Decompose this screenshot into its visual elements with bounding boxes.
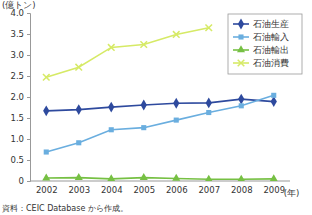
series-marker	[109, 127, 114, 132]
x-tick: 2006	[166, 181, 188, 195]
x-tick-label: 2008	[231, 185, 253, 195]
legend-marker	[238, 34, 243, 39]
x-tick: 2003	[68, 181, 90, 195]
x-tick: 2008	[231, 181, 253, 195]
series-marker	[239, 103, 244, 108]
legend-marker	[238, 60, 245, 67]
y-axis: 00.51.01.52.02.53.03.54.0	[10, 8, 30, 186]
series-marker	[108, 44, 115, 51]
series-marker	[173, 98, 179, 109]
y-tick: 1.5	[10, 113, 30, 123]
y-tick-label: 0	[19, 176, 24, 186]
y-tick-mark	[27, 160, 30, 161]
y-tick-mark	[27, 118, 30, 119]
y-tick-label: 1.0	[10, 134, 24, 144]
x-tick-label: 2009	[263, 185, 285, 195]
series-marker	[173, 31, 180, 38]
x-tick: 2002	[36, 181, 58, 195]
y-tick-label: 2.0	[10, 92, 24, 102]
series-line	[46, 95, 274, 152]
x-tick-label: 2004	[101, 185, 123, 195]
y-tick-mark	[27, 76, 30, 77]
series-marker	[205, 24, 212, 31]
y-tick-mark	[27, 97, 30, 98]
y-tick: 0.5	[10, 155, 30, 165]
series-marker	[205, 175, 213, 181]
y-axis-line	[27, 14, 31, 182]
legend-label: 石油輸入	[253, 32, 289, 42]
series-marker	[206, 97, 212, 108]
y-tick-mark	[27, 139, 30, 140]
y-tick-mark	[27, 55, 30, 56]
x-tick-label: 2007	[198, 185, 220, 195]
series-marker	[108, 102, 114, 113]
series-marker	[107, 174, 115, 181]
y-tick-label: 3.5	[10, 29, 24, 39]
x-tick-label: 2005	[133, 185, 155, 195]
y-tick: 0	[19, 176, 30, 186]
plot-area	[42, 24, 278, 181]
series-marker	[43, 74, 50, 81]
y-tick: 2.5	[10, 71, 30, 81]
x-tick: 2005	[133, 181, 155, 195]
y-tick: 3.5	[10, 29, 30, 39]
series-marker	[270, 174, 278, 181]
series-marker	[141, 125, 146, 130]
x-tick: 2007	[198, 181, 220, 195]
series-marker	[174, 118, 179, 123]
series-marker	[42, 173, 50, 180]
series-marker	[43, 105, 49, 116]
y-tick-mark	[27, 34, 30, 35]
y-tick: 2.0	[10, 92, 30, 102]
series-marker	[141, 100, 147, 111]
x-tick-label: 2003	[68, 185, 90, 195]
series-marker	[75, 173, 83, 180]
y-tick: 3.0	[10, 50, 30, 60]
series-marker	[271, 93, 276, 98]
x-axis: 2002 2003 2004 2005 2006 2007 2008 2009	[30, 181, 290, 195]
series-marker	[44, 149, 49, 154]
series-marker	[76, 140, 81, 145]
legend-frame	[228, 14, 302, 74]
series-marker	[206, 110, 211, 115]
series-marker	[172, 174, 180, 181]
legend-marker	[237, 45, 245, 52]
x-axis-line	[30, 181, 290, 182]
x-axis-title: (年)	[284, 188, 300, 198]
y-tick-mark	[27, 181, 30, 182]
legend-label: 石油輸出	[253, 45, 289, 55]
series-marker	[140, 173, 148, 180]
y-tick-label: 0.5	[10, 155, 24, 165]
legend: 石油生産石油輸入石油輸出石油消費	[228, 14, 302, 74]
x-tick: 2004	[101, 181, 123, 195]
y-tick-label: 1.5	[10, 113, 24, 123]
series-marker	[76, 104, 82, 115]
x-tick: 2009	[263, 181, 285, 195]
y-tick-label: 2.5	[10, 71, 24, 81]
source-note: 資料：CEIC Database から作成。	[2, 204, 128, 213]
series-line	[46, 28, 209, 78]
legend-label: 石油生産	[253, 19, 289, 29]
legend-label: 石油消費	[253, 58, 289, 68]
series-marker	[238, 94, 244, 105]
y-tick-mark	[27, 13, 30, 14]
series-marker	[75, 64, 82, 71]
y-axis-title: (億トン)	[2, 0, 36, 10]
legend-marker	[238, 19, 244, 30]
y-tick-label: 3.0	[10, 50, 24, 60]
x-tick-label: 2002	[36, 185, 58, 195]
x-tick-label: 2006	[166, 185, 188, 195]
series-marker	[237, 175, 245, 181]
series-marker	[140, 41, 147, 48]
chart: 00.51.01.52.02.53.03.54.0200220032004200…	[0, 0, 312, 215]
y-tick: 1.0	[10, 134, 30, 144]
